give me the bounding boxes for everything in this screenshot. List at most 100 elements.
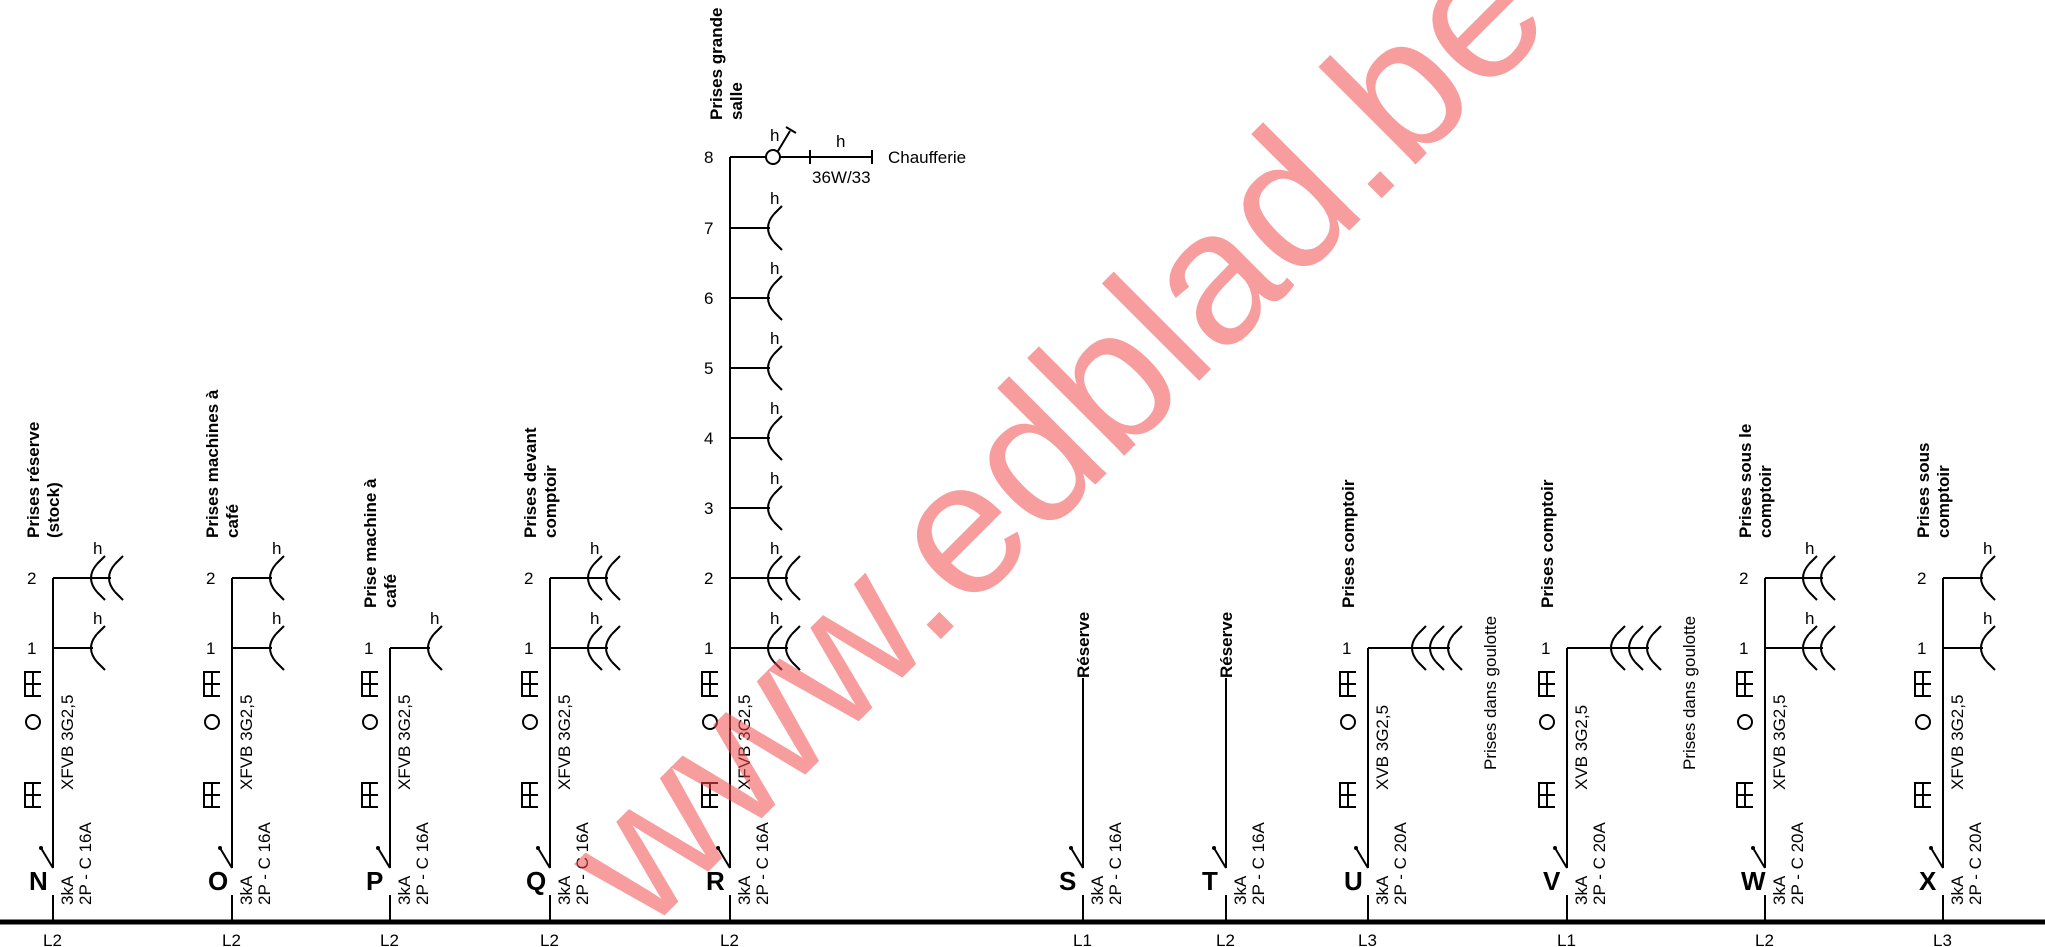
breaker-kA: 3kA [735, 875, 754, 905]
socket-prong [275, 555, 285, 565]
breaker-pivot [218, 846, 222, 850]
height-mark: h [770, 539, 779, 558]
breaker-contact [1752, 847, 1766, 869]
outlet-number: 1 [1917, 639, 1926, 658]
breaker-kA: 3kA [58, 875, 77, 905]
socket-prong [773, 521, 783, 531]
outlet-number: 8 [704, 148, 713, 167]
socket-prong [1808, 591, 1818, 601]
height-mark: h [836, 132, 845, 151]
phase-label: L2 [720, 931, 739, 947]
outlet-number: 2 [1917, 569, 1926, 588]
socket-prong [1826, 625, 1836, 635]
outlet-number: 1 [1739, 639, 1748, 658]
phase-label: L3 [1358, 931, 1377, 947]
socket-prong [1435, 625, 1445, 635]
socket-arc [767, 423, 775, 453]
circuit-letter: X [1919, 866, 1937, 896]
socket-prong [593, 591, 603, 601]
breaker-rating: 2P - C 16A [1106, 821, 1125, 905]
phase-label: L2 [222, 931, 241, 947]
conduit-icon [203, 782, 220, 808]
junction-icon [1539, 714, 1555, 730]
circuit-s: S L1 3kA 2P - C 16A Réserve [1059, 612, 1125, 947]
breaker-kA: 3kA [237, 875, 256, 905]
circuit-label: comptoir [541, 465, 560, 538]
outlet-number: 3 [704, 499, 713, 518]
socket-prong [96, 555, 106, 565]
junction-icon [522, 714, 538, 730]
socket-prong [593, 661, 603, 671]
destination-label: Chaufferie [888, 148, 966, 167]
socket-arc [90, 563, 98, 593]
cable-type: XFVB 3G2,5 [237, 695, 256, 790]
phase-label: L2 [540, 931, 559, 947]
socket-arc [1820, 563, 1828, 593]
socket-prong [1826, 661, 1836, 671]
switch-lever [785, 126, 797, 134]
phase-label: L1 [1073, 931, 1092, 947]
socket-prong [1808, 555, 1818, 565]
breaker-rating: 2P - C 16A [753, 821, 772, 905]
breaker-pivot [39, 846, 43, 850]
socket-prong [791, 555, 801, 565]
breaker-kA: 3kA [1948, 875, 1967, 905]
socket-prong [1435, 661, 1445, 671]
socket-arc [605, 563, 613, 593]
breaker-kA: 3kA [1088, 875, 1107, 905]
outlet-number: 2 [704, 569, 713, 588]
circuit-label: comptoir [1756, 465, 1775, 538]
socket-arc [605, 633, 613, 663]
socket-prong [611, 661, 621, 671]
socket-prong [433, 625, 443, 635]
height-mark: h [770, 399, 779, 418]
circuit-letter: V [1543, 866, 1561, 896]
socket-prong [96, 591, 106, 601]
height-mark: h [590, 539, 599, 558]
height-mark: h [272, 609, 281, 628]
socket-prong [1986, 591, 1996, 601]
phase-label: L2 [380, 931, 399, 947]
socket-prong [791, 591, 801, 601]
breaker-kA: 3kA [1231, 875, 1250, 905]
socket-arc [269, 633, 277, 663]
socket-arc [1802, 633, 1810, 663]
socket-prong [773, 591, 783, 601]
conduit-icon [1339, 671, 1356, 697]
socket-prong [773, 275, 783, 285]
socket-arc [1802, 563, 1810, 593]
conduit-icon [1538, 671, 1555, 697]
socket-arc [767, 353, 775, 383]
circuit-t: T L2 3kA 2P - C 16A Réserve [1202, 612, 1268, 947]
conduit-icon [1736, 671, 1753, 697]
socket-prong [114, 555, 124, 565]
socket-prong [96, 625, 106, 635]
breaker-pivot [1751, 846, 1755, 850]
breaker-contact [1213, 847, 1227, 869]
socket-arc [1980, 563, 1988, 593]
circuit-letter: O [208, 866, 228, 896]
socket-prong [1986, 625, 1996, 635]
socket-prong [1616, 625, 1626, 635]
socket-prong [1826, 591, 1836, 601]
conduit-icon [1736, 782, 1753, 808]
height-mark: h [590, 609, 599, 628]
outlet-number: 4 [704, 429, 713, 448]
socket-prong [773, 625, 783, 635]
height-mark: h [770, 189, 779, 208]
circuit-label: Prise machine à [361, 478, 380, 608]
circuit-label: café [223, 504, 242, 538]
watermark: www.edblad.be [523, 0, 1585, 947]
circuit-letter: U [1344, 866, 1363, 896]
socket-prong [593, 625, 603, 635]
socket-prong [275, 661, 285, 671]
breaker-pivot [1553, 846, 1557, 850]
junction-icon [25, 714, 41, 730]
breaker-pivot [716, 846, 720, 850]
socket-prong [1634, 661, 1644, 671]
height-mark: h [770, 469, 779, 488]
cable-type: XFVB 3G2,5 [735, 695, 754, 790]
cable-type: XFVB 3G2,5 [1948, 695, 1967, 790]
socket-arc [1628, 633, 1636, 663]
